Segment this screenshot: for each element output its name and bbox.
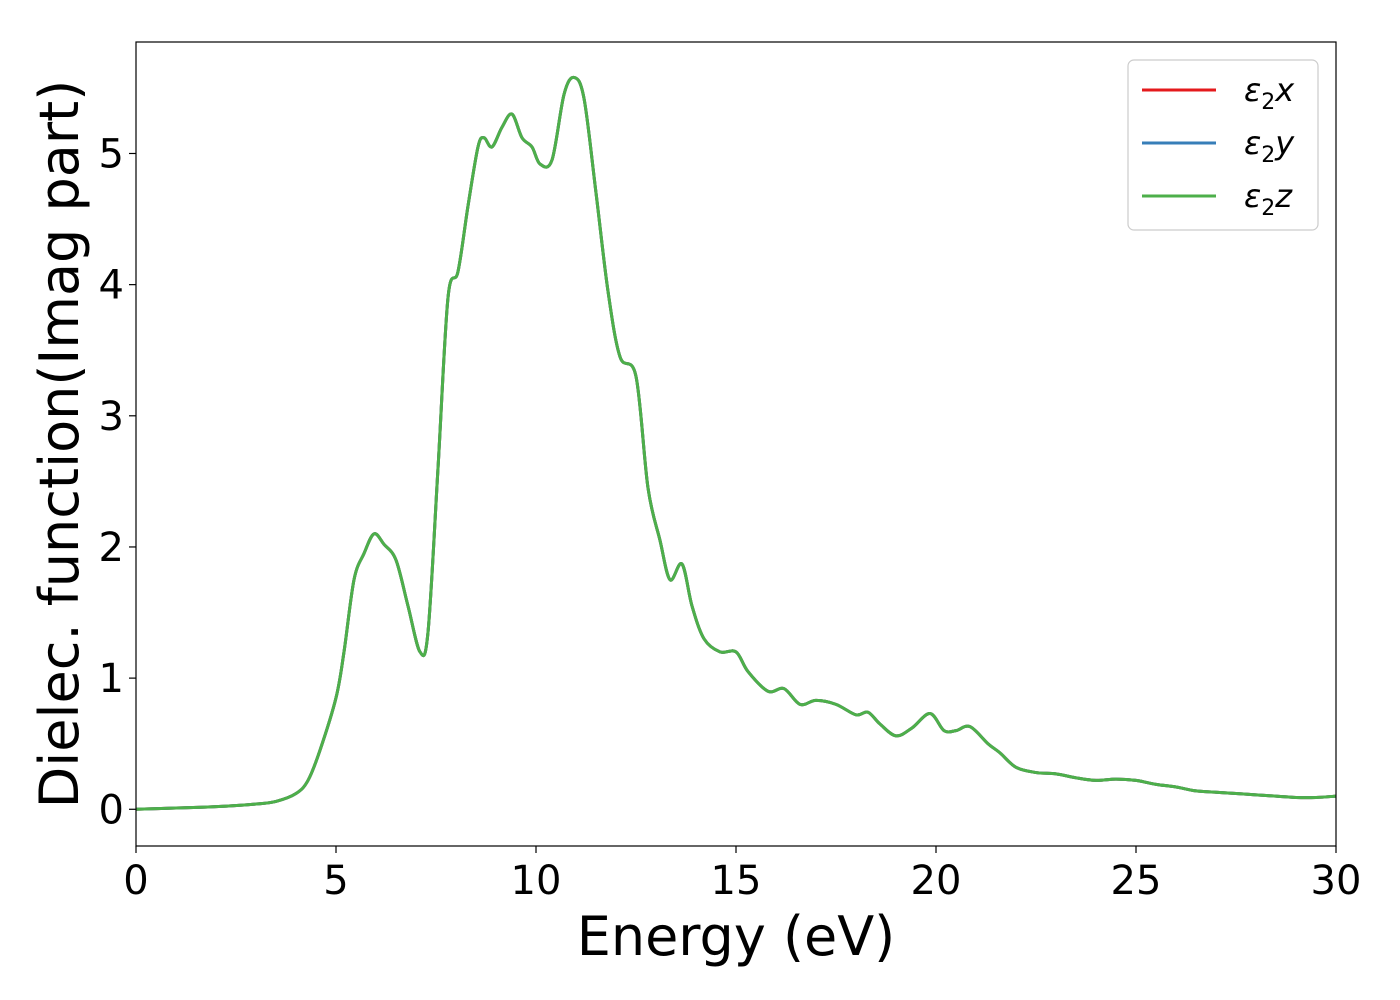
x-tick-label: 20 xyxy=(911,858,962,904)
legend-axis: y xyxy=(1274,124,1295,162)
legend-subscript: 2 xyxy=(1261,90,1275,115)
x-tick-label: 0 xyxy=(123,858,148,904)
x-axis-title: Energy (eV) xyxy=(577,905,896,968)
y-tick-label: 2 xyxy=(99,525,124,571)
legend-axis: x xyxy=(1274,71,1295,109)
y-tick-label: 5 xyxy=(99,131,124,177)
legend-symbol: ε xyxy=(1244,124,1261,162)
legend-axis: z xyxy=(1274,177,1293,215)
series-line-2 xyxy=(135,75,1337,811)
legend-subscript: 2 xyxy=(1261,196,1275,221)
x-tick-label: 30 xyxy=(1311,858,1362,904)
x-tick-label: 15 xyxy=(711,858,762,904)
legend-symbol: ε xyxy=(1244,177,1261,215)
x-tick-label: 25 xyxy=(1111,858,1162,904)
legend-subscript: 2 xyxy=(1261,143,1275,168)
x-tick-label: 10 xyxy=(511,858,562,904)
legend-label: ε2y xyxy=(1244,124,1295,168)
x-axis-ticks: 0 5 10 15 20 25 30 xyxy=(123,846,1361,904)
legend-box xyxy=(1127,59,1319,231)
legend-label: ε2x xyxy=(1244,71,1295,115)
legend-label: ε2z xyxy=(1244,177,1293,221)
y-tick-label: 3 xyxy=(99,394,124,440)
y-axis-ticks: 0 1 2 3 4 5 xyxy=(99,131,136,833)
y-axis-title: Dielec. function(Imag part) xyxy=(28,80,91,809)
x-tick-label: 5 xyxy=(323,858,348,904)
y-tick-label: 0 xyxy=(99,787,124,833)
y-tick-label: 4 xyxy=(99,263,124,309)
legend-symbol: ε xyxy=(1244,71,1261,109)
series-layer xyxy=(135,75,1337,811)
y-tick-label: 1 xyxy=(99,656,124,702)
